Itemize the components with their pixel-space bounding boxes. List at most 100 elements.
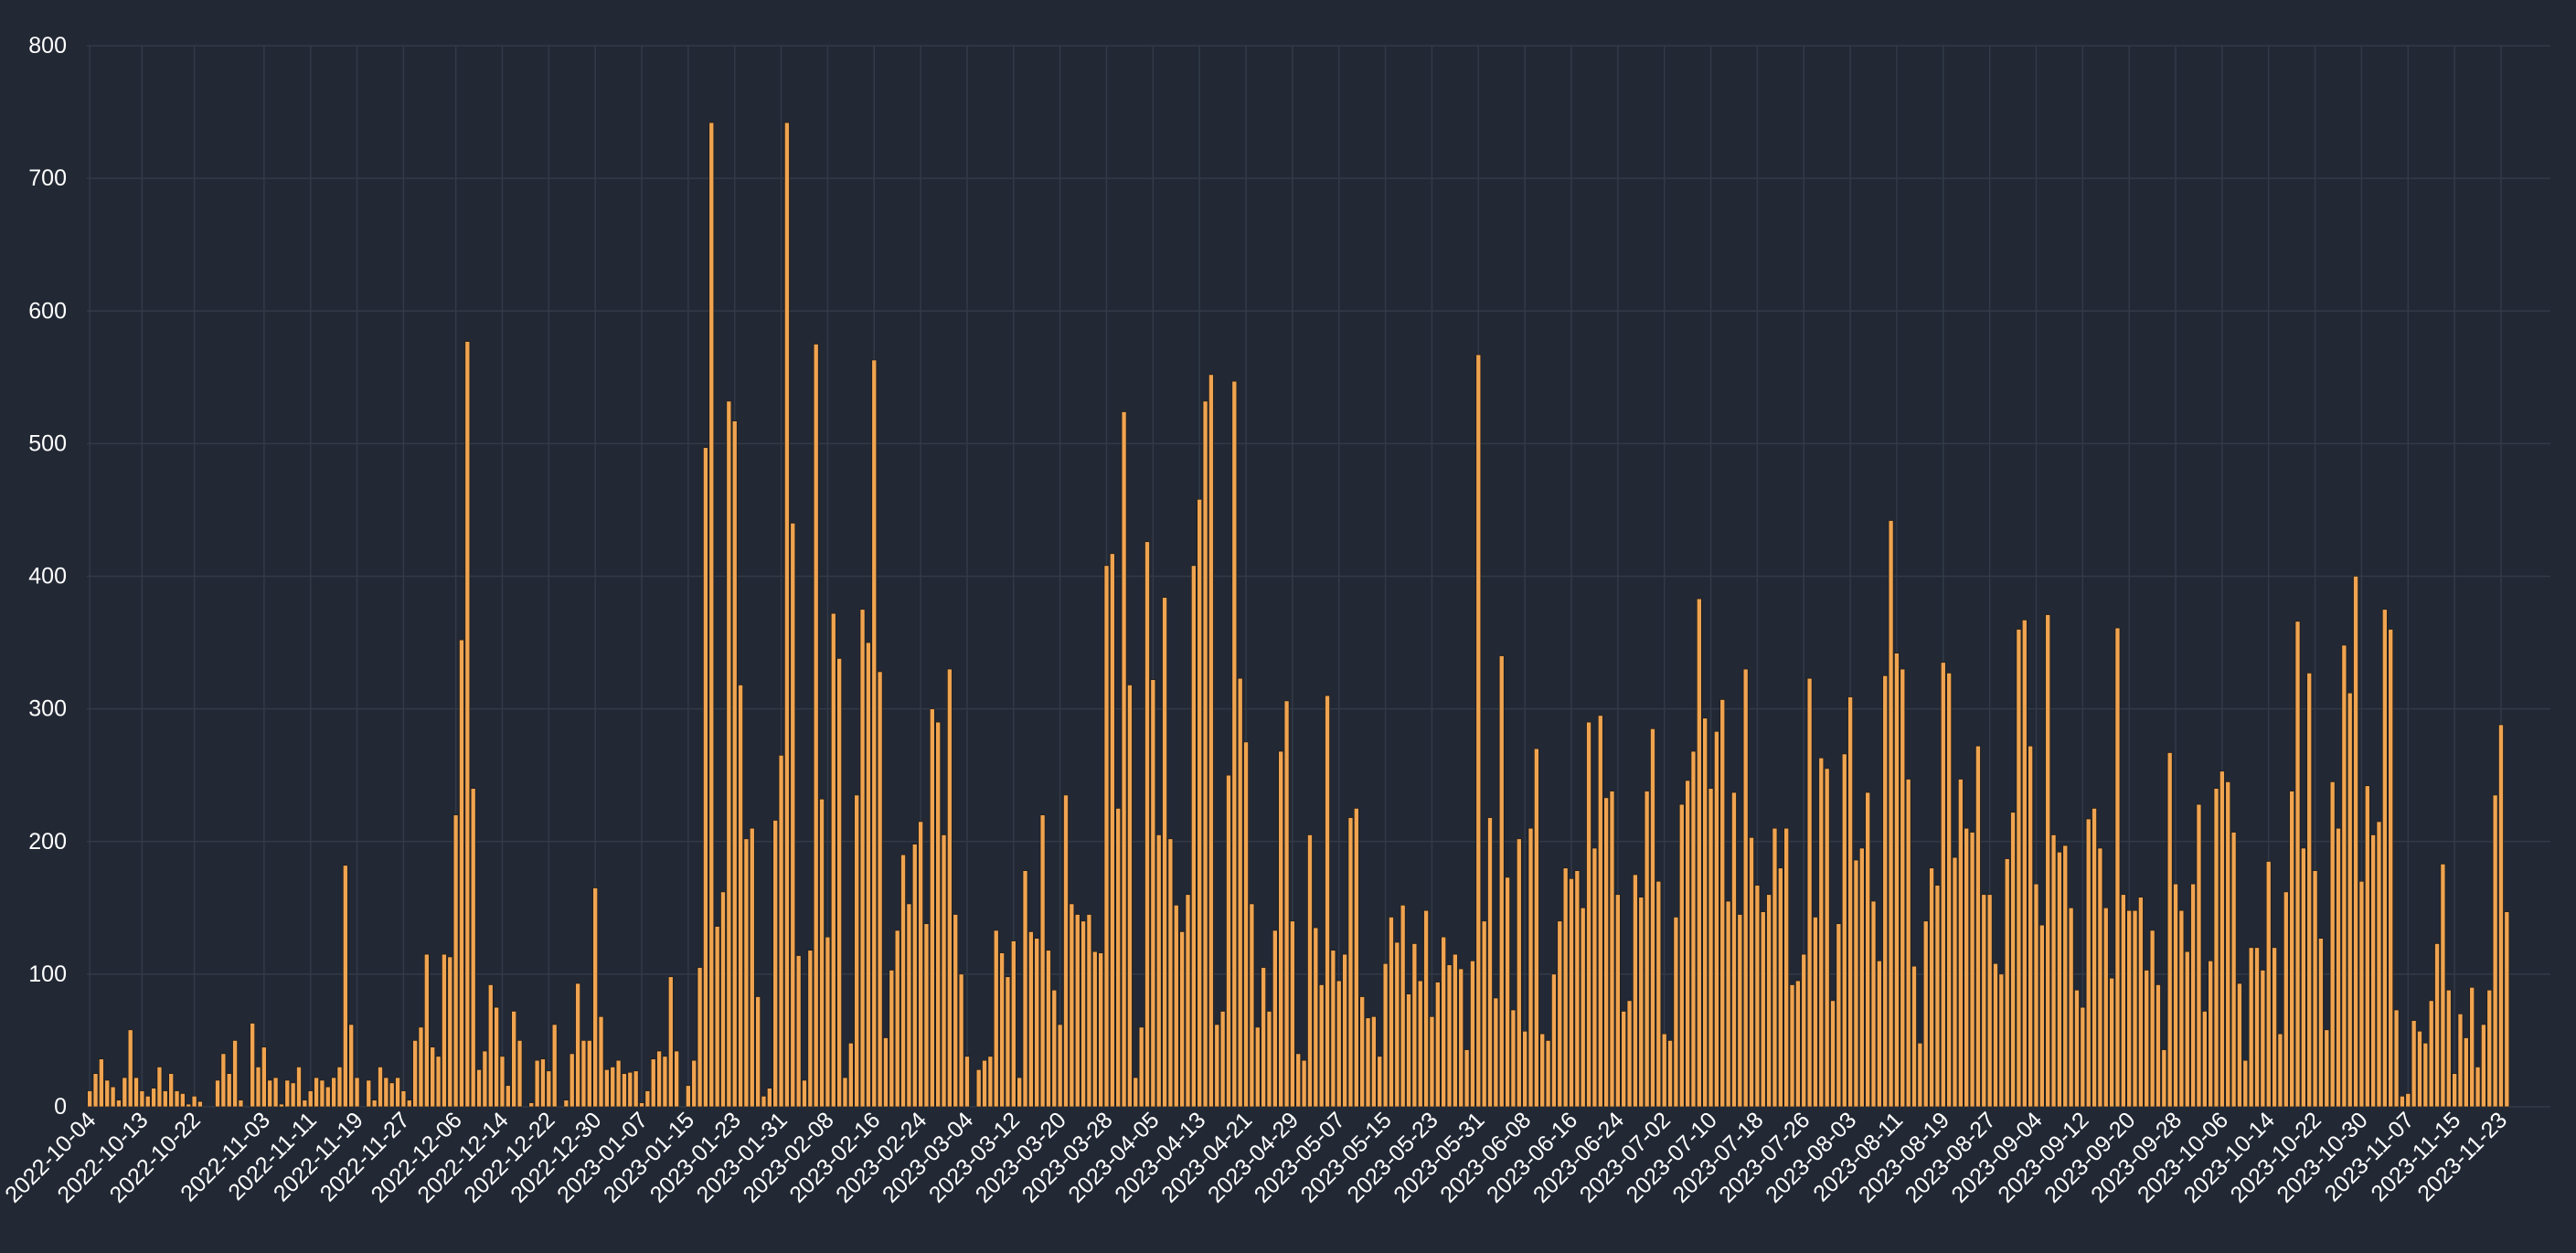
- bar: [1417, 980, 1423, 1108]
- bar: [279, 1103, 284, 1108]
- bar: [1719, 699, 1726, 1108]
- bar: [883, 1037, 889, 1108]
- bar: [290, 1082, 296, 1108]
- bar: [2219, 770, 2225, 1108]
- bar: [133, 1077, 139, 1108]
- bar: [1254, 1026, 1261, 1108]
- bar: [1766, 894, 1772, 1108]
- bar: [546, 1070, 552, 1108]
- bar: [2440, 864, 2446, 1108]
- bar: [272, 1077, 279, 1108]
- y-tick-label: 500: [28, 430, 67, 456]
- bar: [284, 1079, 291, 1108]
- bar: [1074, 914, 1080, 1108]
- bar: [1749, 837, 1754, 1108]
- bar: [1208, 374, 1214, 1108]
- bar: [1905, 779, 1911, 1108]
- bar: [1859, 847, 1865, 1108]
- bar: [1678, 803, 1685, 1108]
- bar: [790, 523, 796, 1108]
- bar: [1138, 1026, 1144, 1108]
- bar: [139, 1090, 145, 1108]
- bar: [1742, 668, 1749, 1108]
- bar: [1836, 923, 1842, 1108]
- bar: [2260, 970, 2266, 1108]
- bar: [2190, 883, 2196, 1108]
- bar: [418, 1026, 424, 1108]
- bar: [2347, 692, 2353, 1108]
- bar: [1290, 920, 1295, 1108]
- bar: [2004, 858, 2010, 1108]
- bar: [686, 1085, 691, 1108]
- bar: [1847, 696, 1853, 1108]
- bar: [1295, 1053, 1302, 1108]
- bar: [1894, 653, 1900, 1108]
- bar: [1423, 909, 1429, 1108]
- bar: [319, 1079, 325, 1108]
- bar: [412, 1040, 418, 1108]
- bar: [615, 1059, 622, 1108]
- bar: [1005, 976, 1011, 1108]
- y-tick-label: 200: [28, 829, 67, 855]
- bar: [1318, 984, 1325, 1108]
- bar: [2388, 629, 2393, 1108]
- bar: [2329, 781, 2336, 1108]
- bar: [906, 903, 912, 1108]
- bar: [127, 1029, 133, 1108]
- bar: [2301, 847, 2306, 1108]
- bar: [1557, 920, 1563, 1108]
- bar: [802, 1079, 807, 1108]
- bar: [516, 1040, 523, 1108]
- bar: [87, 1090, 92, 1108]
- bar: [1028, 931, 1034, 1108]
- bar: [307, 1090, 314, 1108]
- bar: [941, 834, 947, 1108]
- bar: [1400, 905, 1406, 1108]
- bar: [447, 956, 453, 1108]
- bar: [1969, 832, 1975, 1108]
- bar: [1603, 797, 1609, 1108]
- bar: [151, 1088, 156, 1108]
- bar: [1115, 808, 1121, 1108]
- bar: [1929, 867, 1934, 1108]
- bar: [494, 1006, 499, 1108]
- bar: [1690, 750, 1697, 1108]
- bar: [144, 1096, 151, 1108]
- bar: [1389, 917, 1394, 1108]
- bar: [1051, 989, 1058, 1108]
- bar: [1917, 1043, 1923, 1108]
- bar: [1964, 827, 1969, 1108]
- bar: [470, 788, 476, 1108]
- bar: [1039, 814, 1046, 1108]
- bar: [2457, 1014, 2464, 1108]
- bar: [1301, 1059, 1307, 1108]
- bar: [2080, 1006, 2086, 1108]
- bar: [2283, 891, 2289, 1108]
- bar: [580, 1040, 587, 1108]
- bar: [726, 400, 732, 1108]
- bar: [296, 1067, 302, 1108]
- bar: [511, 1011, 516, 1108]
- bar: [92, 1073, 99, 1108]
- bar: [604, 1069, 610, 1108]
- bar: [2428, 1000, 2434, 1108]
- y-axis: 0 100 200 300 400 500 600 700 800: [28, 33, 67, 1120]
- bar: [226, 1073, 232, 1108]
- bar: [551, 1024, 558, 1108]
- bar: [2272, 947, 2277, 1108]
- bar: [168, 1073, 174, 1108]
- bar: [650, 1058, 656, 1108]
- bar: [2144, 970, 2150, 1108]
- bar: [116, 1099, 122, 1108]
- bar: [378, 1067, 383, 1108]
- bar: [1650, 728, 1655, 1108]
- bar: [2242, 1059, 2249, 1108]
- bar: [1975, 745, 1981, 1108]
- bar: [2370, 834, 2376, 1108]
- bar: [1359, 996, 1365, 1108]
- bar: [1667, 1040, 1673, 1108]
- bar: [2277, 1033, 2283, 1108]
- bar: [2057, 852, 2062, 1108]
- bar: [668, 976, 674, 1108]
